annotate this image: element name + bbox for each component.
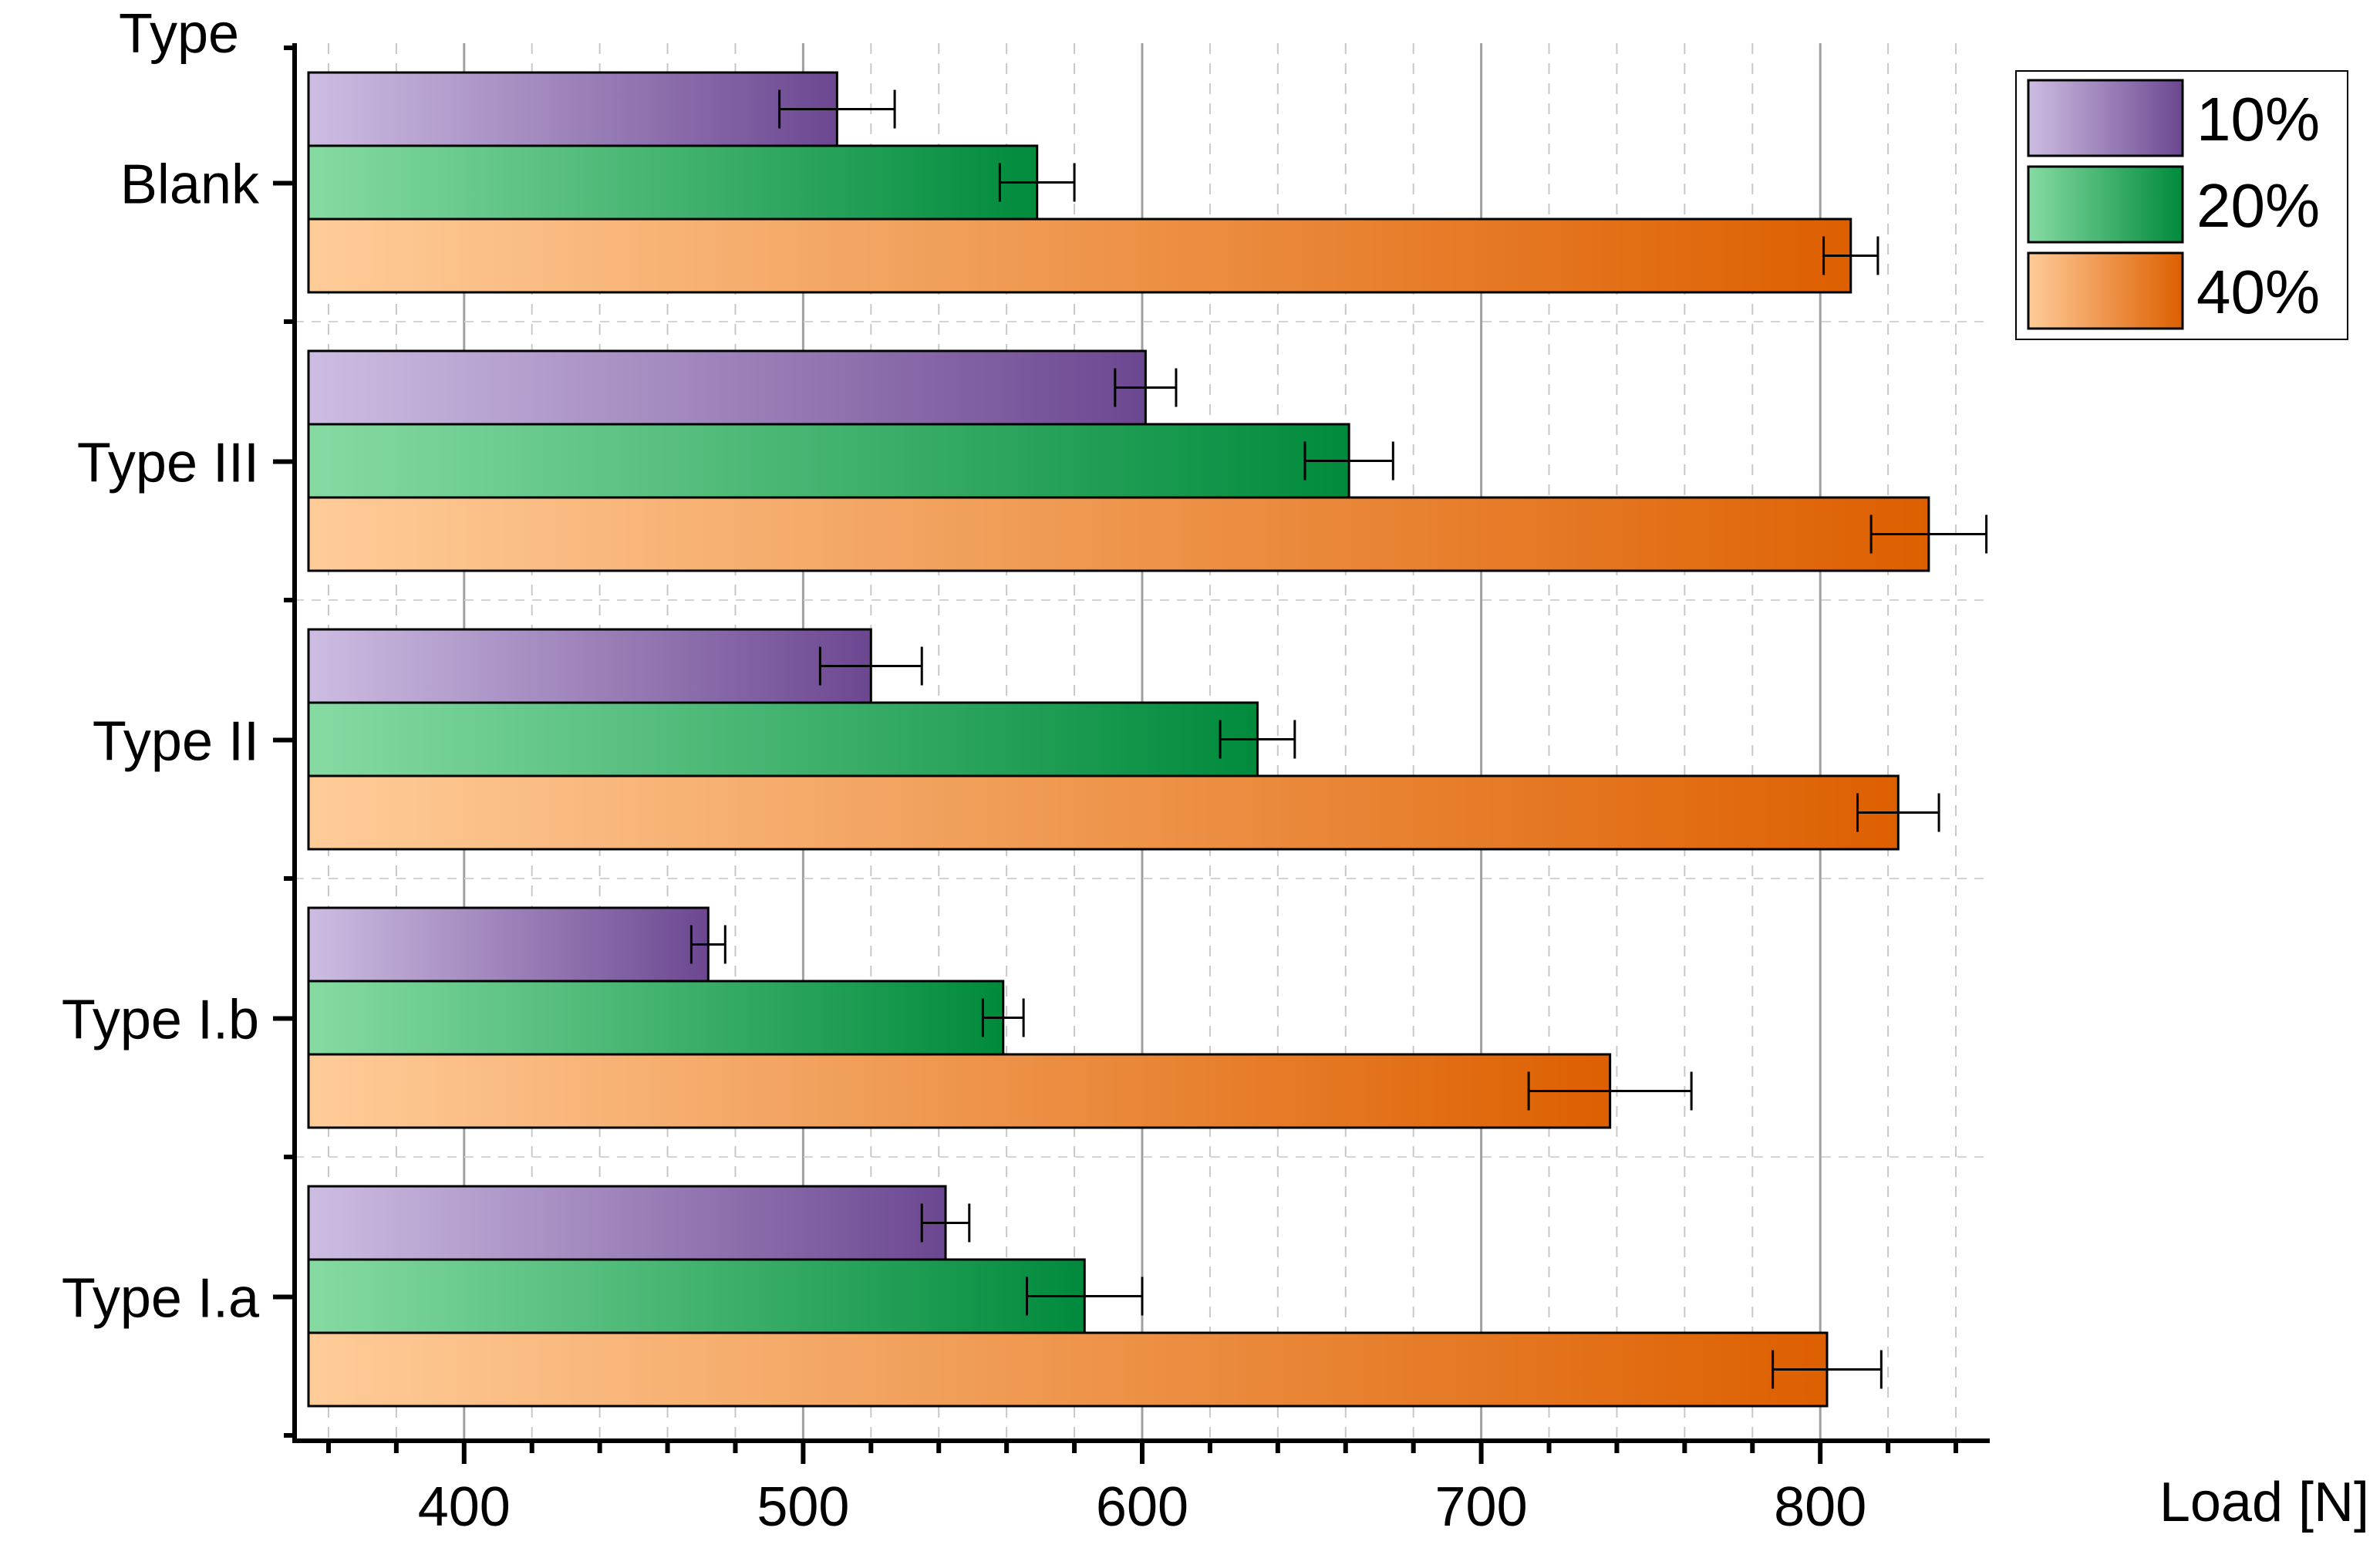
error-bar [1822,236,1879,275]
error-bar [920,1203,971,1243]
bar-type-i-b-40pct [307,1053,1612,1129]
bars [307,71,1988,1408]
error-bar [1527,1071,1693,1111]
bar-type-i-a-20pct [307,1258,1086,1334]
x-tick-label: 600 [1096,1476,1188,1538]
bar-blank-40pct [307,218,1852,294]
bar-type-iii-40pct [307,496,1930,572]
legend: 10% 20% 40% [2015,70,2348,340]
x-tick-label: 800 [1774,1476,1866,1538]
bar-type-ii-20pct [307,701,1259,777]
error-bar [1026,1277,1144,1316]
bar-type-i-b-10pct [307,906,710,983]
error-bar [1772,1350,1883,1389]
bar-type-ii-10pct [307,628,872,704]
bar-type-iii-10pct [307,349,1147,426]
x-axis-title: Load [N] [2159,1472,2369,1533]
bar-type-i-b-20pct [307,980,1005,1056]
bar-type-ii-40pct [307,774,1900,851]
error-bar [1114,368,1178,407]
x-tick-label: 500 [757,1476,849,1538]
axes: Blank Type III Type II Type I.b Type I.a 400 5… [62,43,1990,1538]
error-bar [1869,514,1988,554]
legend-label: 10% [2196,85,2320,153]
legend-swatch [2027,79,2184,157]
error-bar [1303,441,1394,481]
legend-swatch [2027,165,2184,244]
legend-label: 20% [2196,171,2320,240]
bar-type-iii-20pct [307,423,1350,499]
error-bar [981,998,1025,1037]
error-bar [998,163,1076,202]
bar-type-i-a-40pct [307,1331,1829,1408]
category-label: Type I.b [62,990,259,1051]
category-label: Blank [120,154,260,216]
legend-swatch [2027,251,2184,330]
category-label: Type II [93,711,259,773]
bar-blank-10pct [307,71,838,147]
error-bar [818,646,923,686]
bar-type-i-a-10pct [307,1185,947,1261]
error-bar [1856,793,1940,832]
error-bar [1219,720,1296,759]
error-bar [689,925,726,964]
category-label: Type I.a [62,1268,260,1330]
category-label: Type III [77,433,259,494]
x-tick-label: 400 [418,1476,511,1538]
error-bar [778,89,896,129]
x-tick-label: 700 [1435,1476,1528,1538]
y-axis-title: Type [119,3,239,65]
legend-label: 40% [2196,258,2320,326]
bar-blank-20pct [307,144,1039,221]
